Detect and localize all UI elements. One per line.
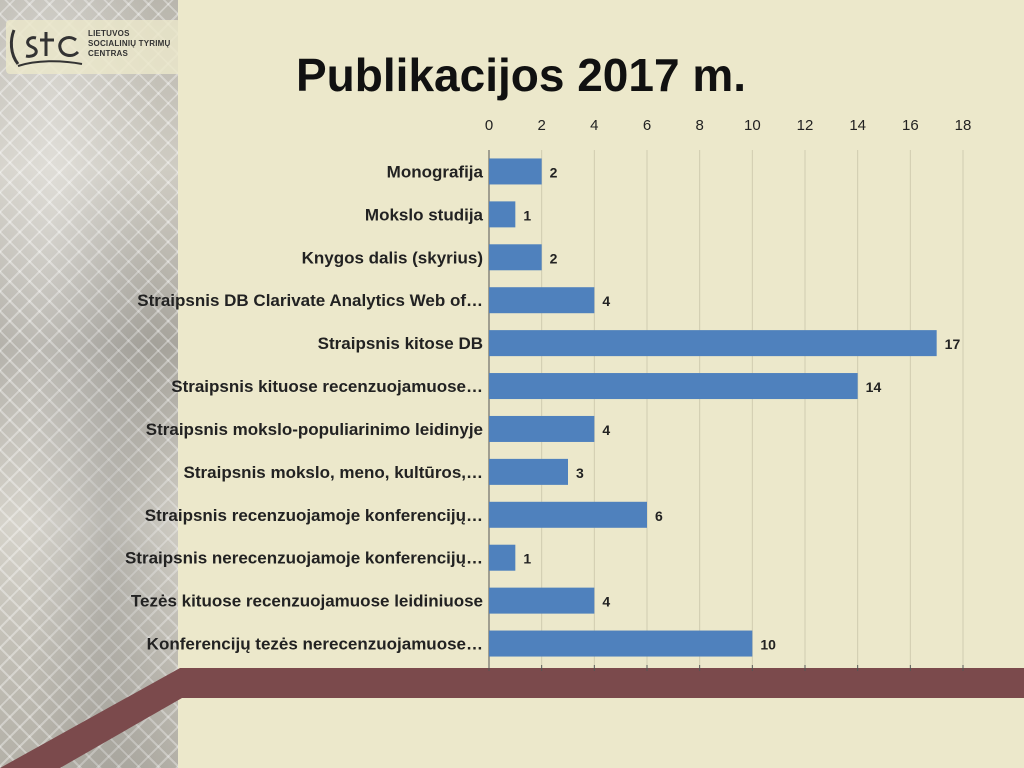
x-tick-label: 8 — [695, 117, 703, 134]
x-tick-label: 0 — [485, 117, 493, 134]
data-label: 4 — [602, 422, 610, 438]
category-label: Knygos dalis (skyrius) — [302, 248, 483, 267]
data-label: 17 — [945, 336, 961, 352]
category-label: Straipsnis mokslo, meno, kultūros,… — [184, 463, 483, 482]
bar — [489, 158, 542, 185]
data-label: 1 — [523, 551, 531, 567]
x-tick-label: 10 — [744, 117, 761, 134]
x-tick-label: 14 — [849, 117, 866, 134]
category-label: Straipsnis kituose recenzuojamuose… — [171, 377, 483, 396]
category-label: Tezės kituose recenzuojamuose leidiniuos… — [131, 592, 483, 611]
category-label: Straipsnis DB Clarivate Analytics Web of… — [137, 291, 483, 310]
bar — [489, 330, 937, 357]
category-label: Mokslo studija — [365, 205, 484, 224]
x-tick-label: 16 — [902, 117, 919, 134]
chart-title: Publikacijos 2017 m. — [296, 49, 747, 101]
data-label: 4 — [602, 293, 610, 309]
bar — [489, 287, 595, 314]
data-label: 10 — [760, 637, 776, 653]
category-label: Monografija — [387, 162, 484, 181]
lstc-logo-icon — [9, 29, 83, 67]
x-tick-label: 6 — [643, 117, 651, 134]
data-label: 6 — [655, 508, 663, 524]
x-tick-label: 2 — [537, 117, 545, 134]
category-label: Straipsnis kitose DB — [318, 334, 483, 353]
x-tick-label: 12 — [797, 117, 814, 134]
bar — [489, 630, 753, 657]
background-photo-panel — [0, 0, 178, 768]
category-label: Straipsnis recenzuojamoje konferencijų… — [145, 506, 483, 525]
logo-line-2: SOCIALINIŲ TYRIMŲ — [88, 39, 171, 48]
bar — [489, 415, 595, 442]
logo-line-1: LIETUVOS — [88, 29, 130, 38]
bar — [489, 587, 595, 614]
logo-line-3: CENTRAS — [88, 49, 129, 58]
data-label: 4 — [602, 594, 610, 610]
data-label: 3 — [576, 465, 584, 481]
data-label: 2 — [550, 164, 558, 180]
organization-logo: LIETUVOS SOCIALINIŲ TYRIMŲ CENTRAS — [6, 20, 181, 74]
bar — [489, 201, 516, 228]
x-tick-label: 18 — [955, 117, 972, 134]
bar — [489, 244, 542, 271]
bar — [489, 501, 647, 528]
bar — [489, 458, 568, 485]
data-label: 2 — [550, 250, 558, 266]
x-tick-label: 4 — [590, 117, 598, 134]
category-label: Straipsnis mokslo-populiarinimo leidinyj… — [146, 420, 483, 439]
logo-text: LIETUVOS SOCIALINIŲ TYRIMŲ CENTRAS — [88, 29, 171, 59]
bar — [489, 373, 858, 400]
data-label: 14 — [866, 379, 882, 395]
category-label: Konferencijų tezės nerecenzuojamuose… — [147, 635, 483, 654]
bar — [489, 544, 516, 571]
category-label: Straipsnis nerecenzuojamoje konferencijų… — [125, 549, 483, 568]
data-label: 1 — [523, 207, 531, 223]
